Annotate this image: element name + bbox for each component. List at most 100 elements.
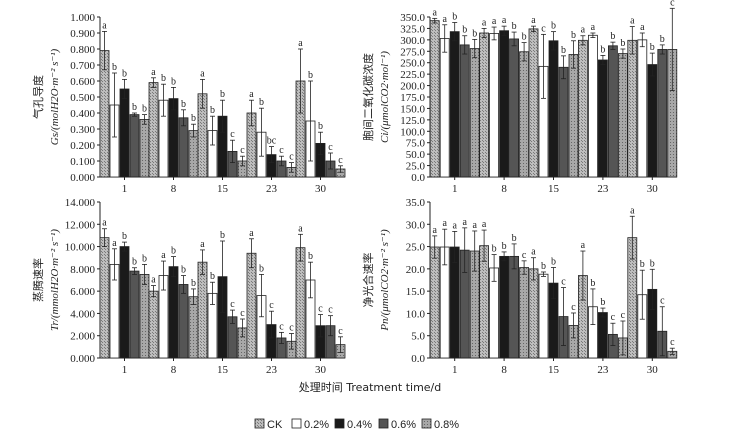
significance-letter: c <box>670 337 675 348</box>
significance-letter: b <box>122 231 127 242</box>
significance-letter: a <box>249 89 254 100</box>
y-tick-label: 100.0 <box>400 126 425 138</box>
significance-letter: a <box>630 16 635 27</box>
y-tick-label: 4.000 <box>70 308 95 320</box>
bar <box>148 82 159 178</box>
significance-letter: b <box>259 263 264 274</box>
bar <box>479 32 490 178</box>
x-tick-label: 23 <box>597 364 609 376</box>
y-tick-label: 0.0 <box>411 353 425 365</box>
y-tick-label: 10.0 <box>406 308 426 320</box>
significance-letter: b <box>640 259 645 270</box>
y-axis-label-en: Gs/(molH2O·m⁻² s⁻¹) <box>49 48 61 145</box>
significance-letter: a <box>442 218 447 229</box>
x-tick-label: 8 <box>171 183 177 195</box>
y-axis-label-en: Tr/(mmolH2O·m⁻² s⁻¹) <box>49 229 61 331</box>
y-tick-label: 125.0 <box>400 115 425 127</box>
y-tick-label: 30.0 <box>406 219 426 231</box>
significance-letter: a <box>151 275 156 286</box>
y-axis-label-cn: 蒸腾速率 <box>31 258 45 302</box>
significance-letter: b <box>452 11 457 22</box>
bar <box>499 255 510 359</box>
bar <box>509 38 520 178</box>
significance-letter: a <box>432 7 437 18</box>
significance-letter: b <box>259 97 264 108</box>
significance-letter: a <box>531 247 536 258</box>
significance-letter: c <box>611 312 616 323</box>
bar <box>119 88 130 178</box>
significance-letter: c <box>230 299 235 310</box>
significance-letter: b <box>571 30 576 41</box>
significance-letter: b <box>600 44 605 55</box>
significance-letter: b <box>650 42 655 53</box>
y-axis-label-en: Ci/(μmolCO2·mol⁻¹) <box>379 51 391 143</box>
significance-letter: a <box>591 22 596 33</box>
significance-letter: c <box>670 0 675 8</box>
legend: CK 0.2% 0.4% 0.6% 0.8% <box>254 418 459 431</box>
x-tick-label: 1 <box>122 183 128 195</box>
y-tick-label: 6.000 <box>70 286 95 298</box>
x-tick-label: 15 <box>548 183 560 195</box>
y-axis-label-cn: 气孔导度 <box>31 75 45 119</box>
y-axis-label-cn: 净光合速率 <box>361 253 375 308</box>
bar <box>168 98 179 178</box>
bar <box>168 266 179 359</box>
significance-letter: a <box>102 20 107 31</box>
significance-letter: b <box>112 62 117 73</box>
significance-letter: b <box>142 253 147 264</box>
bar <box>528 268 539 359</box>
significance-letter: b <box>181 99 186 110</box>
significance-letter: c <box>621 310 626 321</box>
significance-letter: b <box>492 244 497 255</box>
significance-letter: a <box>442 14 447 25</box>
y-tick-label: 0.200 <box>70 140 95 152</box>
significance-letter: a <box>630 205 635 216</box>
bar <box>509 255 520 359</box>
y-axis-label-cn: 胞间二氧化碳浓度 <box>361 53 375 141</box>
bar <box>246 252 257 359</box>
significance-letter: b <box>210 271 215 282</box>
significance-letter: a <box>502 15 507 26</box>
y-tick-label: 225.0 <box>400 69 425 81</box>
x-tick-label: 8 <box>501 364 507 376</box>
x-tick-label: 23 <box>266 183 278 195</box>
significance-letter: a <box>581 25 586 36</box>
y-tick-label: 10.000 <box>65 242 96 254</box>
bar <box>489 33 500 178</box>
bar <box>178 117 189 178</box>
x-tick-label: 15 <box>217 183 229 195</box>
bar <box>578 39 588 178</box>
significance-letter: c <box>571 302 576 313</box>
significance-letter: a <box>581 240 586 251</box>
significance-letter: a <box>482 17 487 28</box>
bar <box>637 39 648 178</box>
y-tick-label: 35.0 <box>406 197 426 209</box>
bar <box>439 38 450 178</box>
significance-letter: bc <box>267 136 277 147</box>
bar <box>519 267 529 359</box>
bar <box>608 45 618 178</box>
legend-swatch <box>421 418 432 429</box>
significance-letter: a <box>472 220 477 231</box>
significance-letter: a <box>249 228 254 239</box>
bar <box>139 119 150 178</box>
y-tick-label: 0.300 <box>70 124 95 136</box>
y-tick-label: 8.000 <box>70 264 95 276</box>
significance-letter: b <box>561 45 566 56</box>
significance-letter: b <box>660 34 665 45</box>
significance-letter: c <box>240 145 245 156</box>
y-tick-label: 0.0 <box>411 172 425 184</box>
significance-letter: b <box>600 297 605 308</box>
bar <box>627 39 638 178</box>
bar <box>99 237 110 359</box>
bar <box>188 130 199 178</box>
significance-letter: b <box>472 28 477 39</box>
y-axis-label-en: Pn/(μmolCO2·m⁻² s⁻¹) <box>379 229 391 332</box>
bar <box>129 270 140 359</box>
y-tick-label: 0.100 <box>70 156 95 168</box>
significance-letter: c <box>328 305 333 316</box>
bar <box>538 273 549 359</box>
x-tick-label: 23 <box>266 364 278 376</box>
x-tick-label: 8 <box>501 183 507 195</box>
